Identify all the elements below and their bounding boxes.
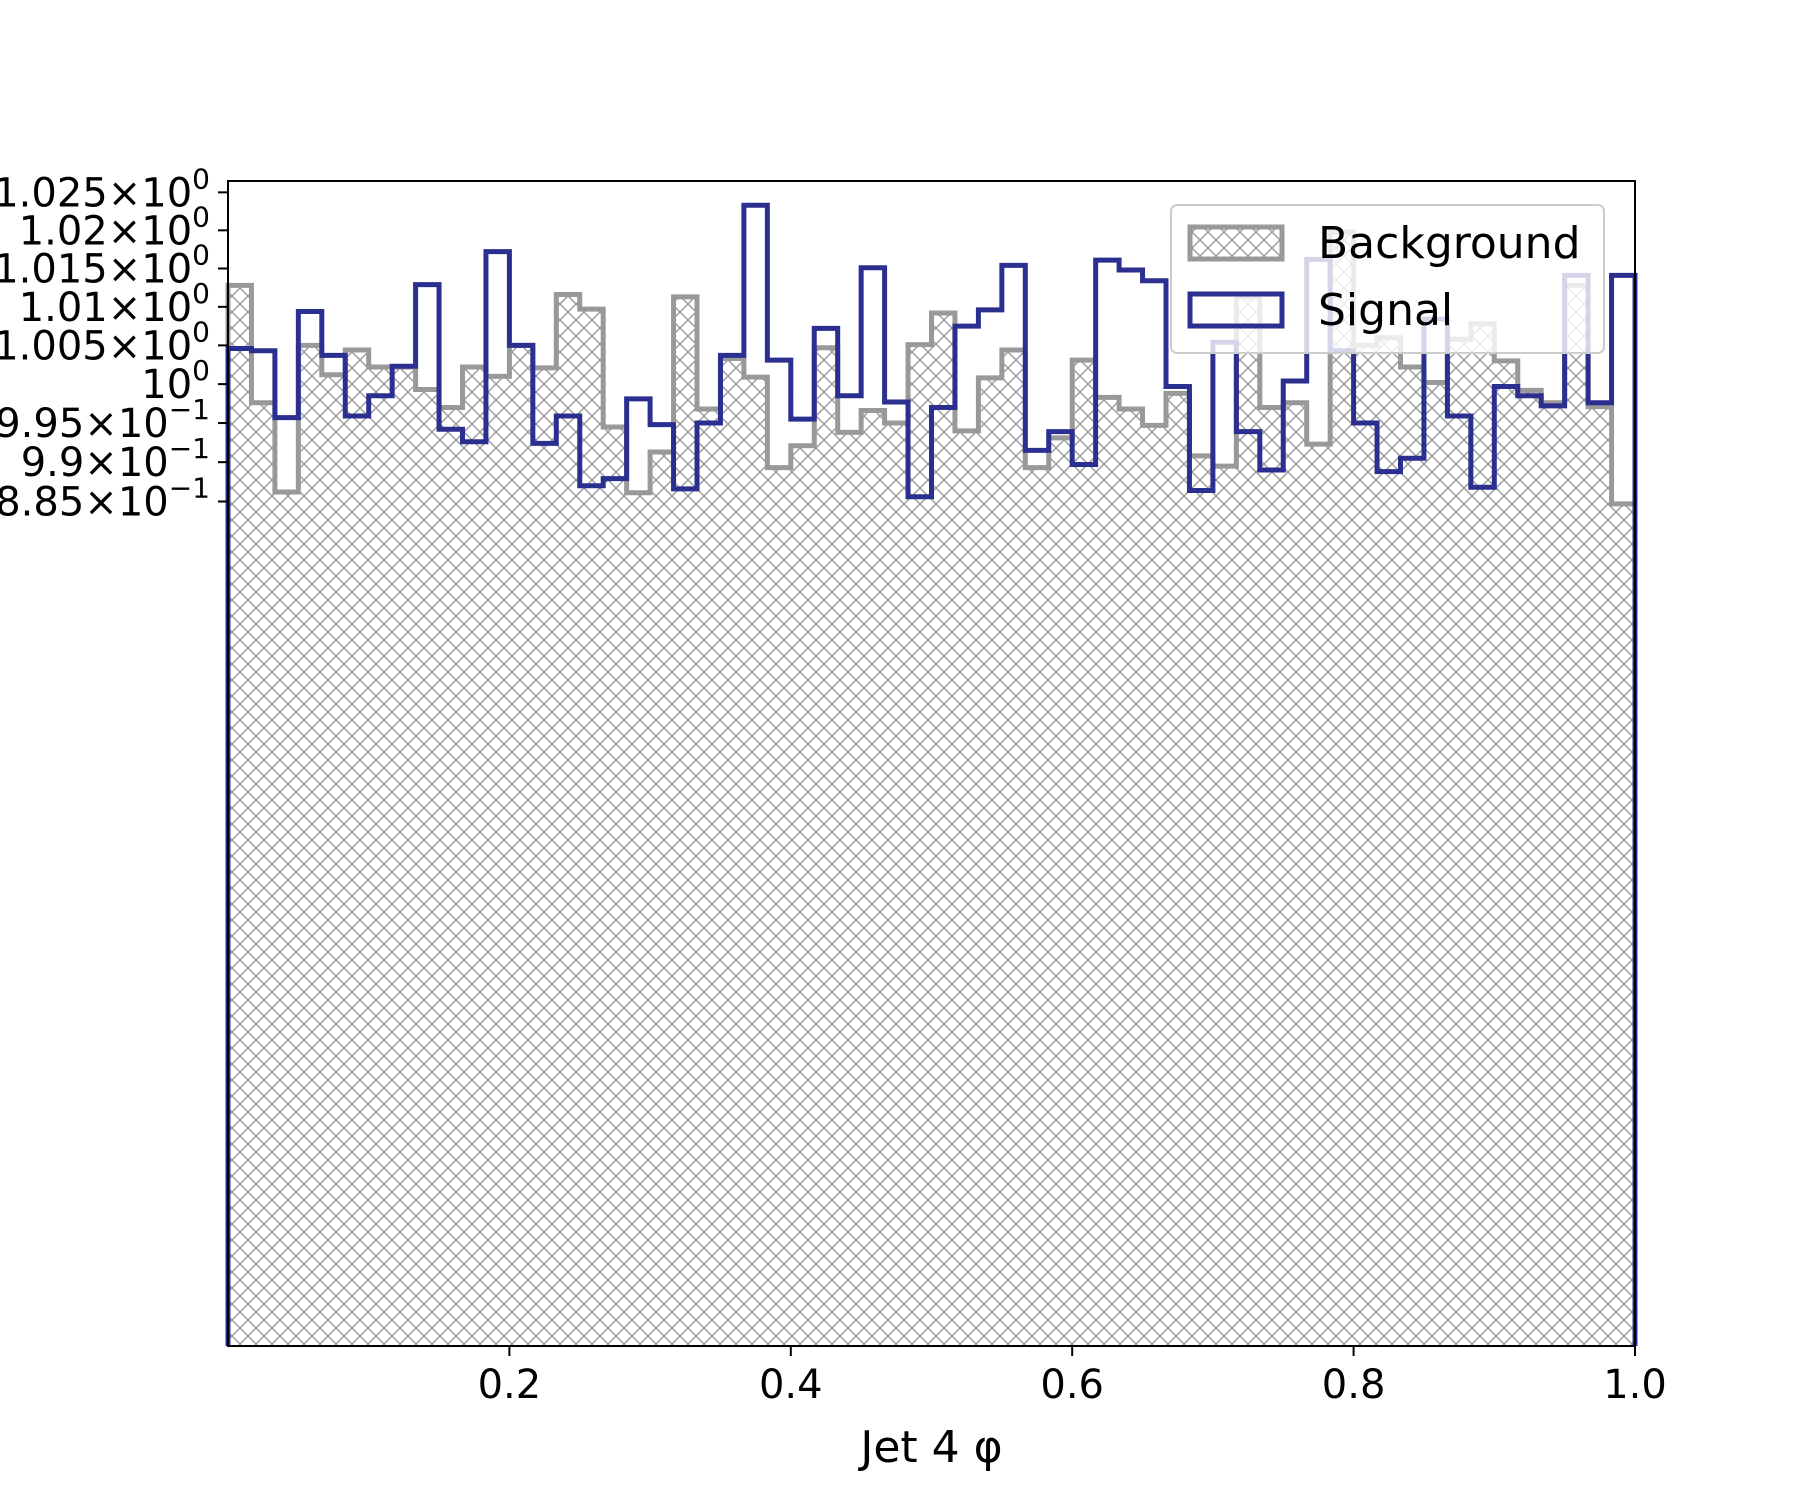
background-bar xyxy=(298,345,323,1346)
background-bar xyxy=(345,350,370,1347)
background-bar xyxy=(697,409,721,1346)
background-bar xyxy=(1119,409,1144,1346)
background-bar xyxy=(743,377,768,1346)
background-bar xyxy=(1470,323,1495,1347)
background-bar xyxy=(1306,444,1331,1346)
background-bar xyxy=(1353,345,1378,1346)
background-bar xyxy=(1541,402,1566,1346)
background-bar xyxy=(1494,360,1519,1346)
background-bar xyxy=(1588,406,1613,1346)
background-bar xyxy=(462,367,487,1347)
background-bar xyxy=(603,426,628,1347)
y-axis-ticks: 8.85×10−19.9×10−19.95×10−11001.005×1001.… xyxy=(0,162,228,525)
background-bar xyxy=(767,467,792,1347)
background-bar xyxy=(579,309,604,1347)
background-bar xyxy=(1048,437,1073,1346)
y-tick-label: 100 xyxy=(141,354,210,408)
x-tick-label: 0.8 xyxy=(1322,1362,1386,1408)
background-bar xyxy=(1236,296,1261,1346)
background-bar xyxy=(485,376,510,1346)
background-bar xyxy=(1564,285,1589,1346)
background-bar xyxy=(321,374,346,1346)
background-bar xyxy=(908,344,932,1347)
y-tick-label: 1.01×100 xyxy=(19,277,210,331)
x-tick-label: 0.2 xyxy=(478,1362,542,1408)
background-bar xyxy=(251,402,276,1346)
background-bar xyxy=(368,367,393,1347)
background-bar xyxy=(720,358,745,1346)
x-axis-ticks: 0.2 0.4 0.6 0.8 1.0 xyxy=(478,1346,1667,1408)
background-bar xyxy=(978,377,1003,1346)
legend-label-signal: Signal xyxy=(1318,285,1453,336)
background-bar xyxy=(790,445,815,1346)
background-bar xyxy=(1142,425,1167,1346)
x-axis-label: Jet 4 φ xyxy=(857,1422,1002,1473)
y-tick-label: 1.015×100 xyxy=(0,238,210,292)
y-tick-label: 1.005×100 xyxy=(0,315,210,369)
signal-series-outline xyxy=(225,202,1638,1346)
background-bar xyxy=(392,367,417,1347)
legend: Background Signal xyxy=(1170,204,1605,354)
background-bar xyxy=(1400,367,1425,1347)
background-bar xyxy=(650,451,675,1346)
background-bar xyxy=(1166,393,1190,1346)
background-bar xyxy=(439,407,463,1347)
background-bar xyxy=(884,423,909,1347)
background-bar xyxy=(1259,407,1284,1347)
background-bar xyxy=(1025,467,1050,1347)
background-series-outline xyxy=(225,229,1638,1346)
legend-label-background: Background xyxy=(1318,218,1581,269)
background-bar xyxy=(1095,397,1120,1346)
legend-swatch-background xyxy=(1187,224,1285,262)
background-bar xyxy=(228,285,252,1346)
background-bar xyxy=(532,367,557,1347)
background-bar xyxy=(954,430,979,1346)
background-bar xyxy=(509,345,534,1346)
plot-frame xyxy=(227,180,1636,1347)
background-bar xyxy=(1377,337,1401,1347)
background-bar xyxy=(1447,339,1472,1346)
background-bar xyxy=(861,410,886,1346)
y-tick-label: 9.95×10−1 xyxy=(0,393,210,447)
background-bar xyxy=(1423,382,1448,1346)
background-bar xyxy=(1001,350,1026,1347)
background-bar xyxy=(556,294,581,1346)
background-bar xyxy=(837,432,862,1346)
background-bar xyxy=(814,347,839,1346)
background-bar xyxy=(1212,466,1237,1346)
y-tick-label: 1.02×100 xyxy=(19,200,210,254)
x-tick-label: 0.4 xyxy=(759,1362,823,1408)
background-bar xyxy=(1283,402,1308,1346)
x-tick-label: 1.0 xyxy=(1603,1362,1667,1408)
y-tick-label: 1.025×100 xyxy=(0,162,210,216)
y-tick-label: 9.9×10−1 xyxy=(21,432,210,486)
background-bar xyxy=(274,492,299,1346)
background-bar xyxy=(1330,231,1355,1346)
background-bar xyxy=(1517,390,1542,1346)
background-bar xyxy=(415,389,440,1346)
background-bar xyxy=(1072,360,1097,1346)
background-bars xyxy=(228,231,1636,1347)
background-bar xyxy=(1611,503,1636,1346)
y-tick-label: 8.85×10−1 xyxy=(0,471,210,525)
background-bar xyxy=(931,312,956,1346)
background-bar xyxy=(673,296,698,1346)
legend-swatch-signal xyxy=(1187,291,1285,329)
background-bar xyxy=(626,492,651,1347)
x-tick-label: 0.6 xyxy=(1040,1362,1104,1408)
background-bar xyxy=(1189,455,1214,1346)
